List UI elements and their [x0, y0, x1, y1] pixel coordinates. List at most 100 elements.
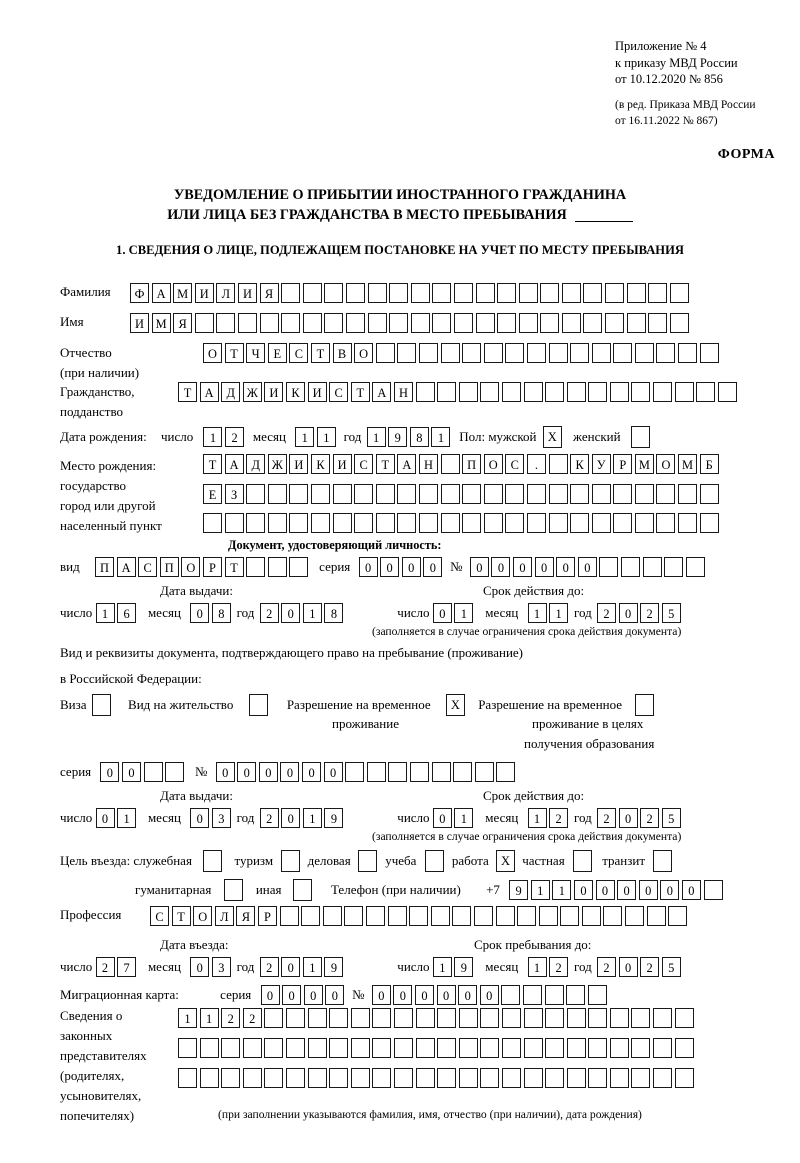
char-cell[interactable]: 0: [513, 557, 533, 577]
char-cell[interactable]: 0: [100, 762, 120, 782]
char-cell[interactable]: [526, 484, 546, 504]
char-cell[interactable]: К: [310, 454, 330, 474]
char-cell[interactable]: [699, 513, 719, 533]
char-cell[interactable]: 0: [638, 880, 658, 900]
char-cell[interactable]: 1: [295, 427, 315, 447]
char-cell[interactable]: [393, 1038, 413, 1058]
char-cell[interactable]: [505, 484, 525, 504]
char-cell[interactable]: 0: [618, 957, 638, 977]
char-cell[interactable]: [203, 513, 222, 533]
char-cell[interactable]: [581, 906, 601, 926]
char-cell[interactable]: [591, 343, 611, 363]
char-cell[interactable]: 9: [324, 808, 344, 828]
char-cell[interactable]: 0: [358, 557, 378, 577]
char-cell[interactable]: [354, 484, 374, 504]
char-cell[interactable]: [591, 484, 611, 504]
char-cell[interactable]: О: [193, 906, 213, 926]
char-cell[interactable]: [634, 484, 654, 504]
sex-female-checkbox[interactable]: [630, 426, 650, 448]
char-cell[interactable]: З: [224, 484, 244, 504]
char-cell[interactable]: [480, 382, 500, 402]
char-cell[interactable]: М: [678, 454, 698, 474]
char-cell[interactable]: И: [237, 283, 257, 303]
char-cell[interactable]: [588, 1008, 608, 1028]
residence-permit-checkbox[interactable]: [248, 694, 268, 716]
char-cell[interactable]: [409, 906, 429, 926]
char-cell[interactable]: Н: [393, 382, 413, 402]
char-cell[interactable]: [415, 1038, 435, 1058]
char-cell[interactable]: [279, 906, 299, 926]
char-cell[interactable]: [526, 513, 546, 533]
char-cell[interactable]: [387, 906, 407, 926]
char-cell[interactable]: А: [116, 557, 136, 577]
char-cell[interactable]: [462, 484, 482, 504]
purpose-other-checkbox[interactable]: [292, 879, 312, 901]
char-cell[interactable]: [285, 1008, 305, 1028]
char-cell[interactable]: С: [138, 557, 158, 577]
char-cell[interactable]: Ч: [246, 343, 266, 363]
char-cell[interactable]: [653, 382, 673, 402]
char-cell[interactable]: [437, 1008, 457, 1028]
char-cell[interactable]: [631, 1068, 651, 1088]
char-cell[interactable]: [631, 1038, 651, 1058]
char-cell[interactable]: 0: [617, 880, 637, 900]
char-cell[interactable]: [517, 906, 537, 926]
char-cell[interactable]: [570, 343, 590, 363]
char-cell[interactable]: [397, 513, 417, 533]
char-cell[interactable]: С: [289, 343, 309, 363]
char-cell[interactable]: [560, 906, 580, 926]
char-cell[interactable]: [410, 283, 430, 303]
char-cell[interactable]: 8: [211, 603, 231, 623]
char-cell[interactable]: [393, 1068, 413, 1088]
char-cell[interactable]: [669, 313, 689, 333]
char-cell[interactable]: [285, 1038, 305, 1058]
char-cell[interactable]: [483, 343, 503, 363]
char-cell[interactable]: 0: [401, 557, 421, 577]
sex-male-checkbox[interactable]: X: [542, 426, 562, 448]
char-cell[interactable]: 2: [596, 957, 616, 977]
char-cell[interactable]: [631, 382, 651, 402]
char-cell[interactable]: [216, 313, 236, 333]
char-cell[interactable]: [344, 906, 364, 926]
char-cell[interactable]: 1: [316, 427, 336, 447]
char-cell[interactable]: [609, 382, 629, 402]
char-cell[interactable]: 0: [95, 808, 115, 828]
char-cell[interactable]: П: [159, 557, 179, 577]
char-cell[interactable]: [259, 313, 279, 333]
edu-residence-checkbox[interactable]: [635, 694, 655, 716]
char-cell[interactable]: [458, 1038, 478, 1058]
char-cell[interactable]: М: [634, 454, 654, 474]
char-cell[interactable]: 8: [409, 427, 429, 447]
char-cell[interactable]: [458, 1068, 478, 1088]
temp-residence-checkbox[interactable]: X: [445, 694, 465, 716]
char-cell[interactable]: [613, 513, 633, 533]
char-cell[interactable]: [453, 313, 473, 333]
char-cell[interactable]: [246, 513, 266, 533]
char-cell[interactable]: [302, 283, 322, 303]
char-cell[interactable]: [267, 513, 287, 533]
char-cell[interactable]: [199, 1068, 219, 1088]
char-cell[interactable]: [545, 382, 565, 402]
char-cell[interactable]: [415, 1008, 435, 1028]
char-cell[interactable]: [350, 1068, 370, 1088]
char-cell[interactable]: [285, 1068, 305, 1088]
char-cell[interactable]: [307, 1068, 327, 1088]
char-cell[interactable]: А: [151, 283, 171, 303]
char-cell[interactable]: [242, 1068, 262, 1088]
char-cell[interactable]: [332, 484, 352, 504]
char-cell[interactable]: [501, 1068, 521, 1088]
char-cell[interactable]: [264, 1008, 284, 1028]
char-cell[interactable]: [324, 313, 344, 333]
char-cell[interactable]: [345, 762, 365, 782]
char-cell[interactable]: [289, 513, 309, 533]
char-cell[interactable]: [372, 1008, 392, 1028]
char-cell[interactable]: [561, 283, 581, 303]
char-cell[interactable]: 5: [661, 603, 681, 623]
char-cell[interactable]: 0: [577, 557, 597, 577]
char-cell[interactable]: Я: [173, 313, 193, 333]
